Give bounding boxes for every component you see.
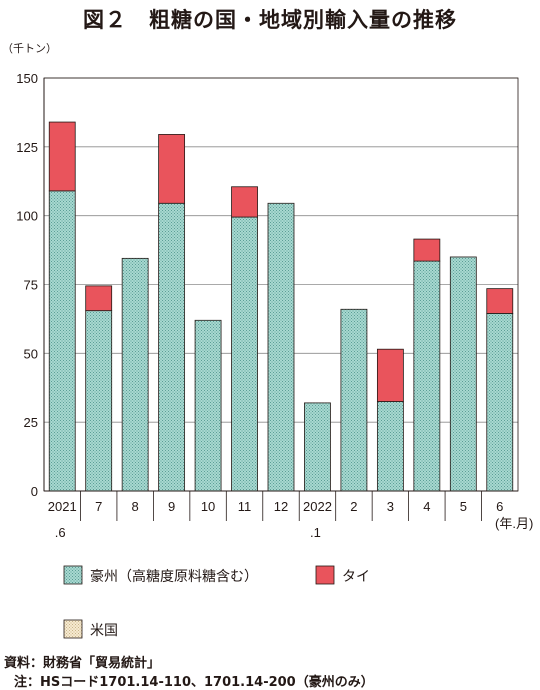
bars <box>48 121 514 492</box>
legend-swatch-australia <box>63 565 83 585</box>
bar-thailand <box>85 285 113 312</box>
x-tick-label: 7 <box>95 499 102 514</box>
chart-title: 図２ 粗糖の国・地域別輸入量の推移 <box>83 8 457 32</box>
y-tick-label: 125 <box>16 140 38 155</box>
y-tick-labels: 0 25 50 75 100 125 150 <box>16 71 38 499</box>
x-tick-label-sub: .1 <box>310 525 321 540</box>
bar-australia <box>121 257 149 492</box>
x-tick-label: 4 <box>423 499 430 514</box>
legend-swatch-usa <box>63 619 83 639</box>
x-tick-label: 3 <box>387 499 394 514</box>
x-tick-label: 11 <box>238 499 252 514</box>
y-tick-label: 150 <box>16 71 38 86</box>
bar-australia <box>267 202 295 492</box>
x-tick-label: 10 <box>201 499 215 514</box>
bar-australia <box>48 190 76 492</box>
x-tick-labels: 2021 .6 7 8 9 10 11 12 2022 .1 2 3 4 5 6 <box>48 491 503 540</box>
bar-thailand <box>413 238 441 262</box>
bar-australia <box>231 216 258 492</box>
x-tick-label: 2022 <box>303 499 332 514</box>
bar-australia <box>304 402 331 492</box>
bar-australia <box>194 319 222 492</box>
legend-label-australia: 豪州（高糖度原料糖含む） <box>90 568 258 585</box>
x-tick-label: 2 <box>350 499 357 514</box>
x-tick-label: 12 <box>274 499 288 514</box>
x-unit-label: (年.月) <box>495 516 533 531</box>
bar-thailand <box>158 134 186 204</box>
x-tick-label: 8 <box>132 499 139 514</box>
y-tick-label: 75 <box>24 278 38 293</box>
y-unit-label: （千トン） <box>2 42 57 55</box>
bar-australia <box>413 260 441 492</box>
bar-australia <box>158 202 186 492</box>
bar-thailand <box>48 121 76 192</box>
x-tick-label-sub: .6 <box>55 525 66 540</box>
source-note: 資料：財務省「貿易統計」 <box>4 656 161 671</box>
bar-thailand <box>376 348 404 402</box>
bar-australia <box>449 256 477 492</box>
plot-frame <box>43 77 519 492</box>
y-tick-label: 25 <box>24 415 38 430</box>
y-tick-label: 100 <box>16 209 38 224</box>
legend-label-thailand: タイ <box>342 569 370 585</box>
bar-australia <box>340 308 368 492</box>
x-tick-label: 6 <box>496 499 503 514</box>
legend: 豪州（高糖度原料糖含む） タイ 米国 <box>63 565 370 639</box>
footnote: 注：HSコード1701.14-110、1701.14-200（豪州のみ） <box>14 675 374 690</box>
bar-australia <box>376 401 404 492</box>
x-tick-label: 2021 <box>48 499 77 514</box>
legend-swatch-thailand <box>315 565 335 585</box>
bar-thailand <box>486 288 514 314</box>
x-tick-label: 9 <box>168 499 175 514</box>
bar-thailand <box>231 186 258 218</box>
bar-australia <box>85 310 113 492</box>
legend-label-usa: 米国 <box>90 623 118 639</box>
y-tick-label: 0 <box>31 484 38 499</box>
x-tick-label: 5 <box>460 499 467 514</box>
bar-australia <box>486 313 514 492</box>
y-tick-label: 50 <box>24 346 38 361</box>
